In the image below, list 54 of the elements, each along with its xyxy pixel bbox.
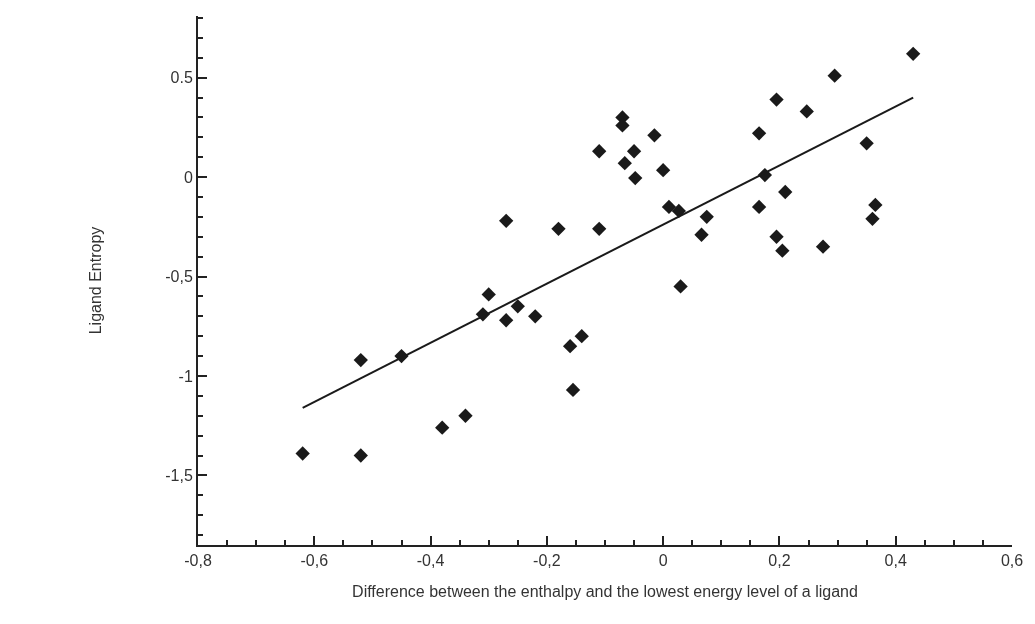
point bbox=[661, 199, 677, 215]
point bbox=[699, 209, 714, 225]
point bbox=[295, 446, 310, 461]
x-tick-label: -0,2 bbox=[533, 552, 561, 570]
x-axis-title: Difference between the enthalpy and the lowest energy level of a ligand bbox=[352, 583, 858, 601]
point bbox=[435, 420, 450, 435]
x-tick-label: 0,6 bbox=[1000, 552, 1024, 570]
point bbox=[673, 279, 688, 294]
point bbox=[815, 239, 831, 254]
point bbox=[751, 199, 767, 215]
y-tick-label: 0 bbox=[183, 168, 193, 186]
point bbox=[353, 448, 368, 463]
point bbox=[617, 156, 632, 171]
point bbox=[647, 128, 662, 143]
point bbox=[655, 162, 671, 178]
point bbox=[671, 203, 686, 219]
point bbox=[628, 170, 643, 186]
point bbox=[592, 221, 607, 236]
point bbox=[592, 144, 607, 159]
point bbox=[868, 197, 883, 213]
point bbox=[751, 126, 767, 141]
point bbox=[769, 92, 784, 107]
x-tick-label: 0,2 bbox=[768, 552, 791, 570]
point bbox=[775, 243, 790, 258]
point bbox=[499, 213, 514, 228]
point bbox=[353, 352, 368, 368]
y-tick-label: -1 bbox=[178, 367, 193, 385]
point bbox=[562, 338, 578, 354]
point bbox=[827, 68, 842, 83]
y-tick-label: -1,5 bbox=[165, 466, 193, 484]
point bbox=[865, 211, 880, 226]
point bbox=[458, 408, 473, 423]
x-tick-label: -0,8 bbox=[184, 552, 212, 570]
point bbox=[510, 299, 525, 314]
point bbox=[481, 287, 496, 302]
point bbox=[565, 382, 581, 398]
point bbox=[574, 329, 589, 344]
x-tick-label: -0,6 bbox=[300, 552, 329, 570]
point bbox=[551, 221, 566, 236]
point bbox=[778, 184, 793, 200]
x-tick-label: -0,4 bbox=[416, 552, 445, 570]
y-tick-label: 0.5 bbox=[170, 69, 193, 87]
y-axis-title: Ligand Entropy bbox=[86, 226, 104, 335]
point bbox=[799, 104, 814, 119]
x-tick-label: 0 bbox=[658, 552, 668, 570]
point bbox=[906, 46, 921, 61]
y-tick-label: -0,5 bbox=[165, 268, 193, 286]
point bbox=[499, 313, 514, 328]
point bbox=[528, 309, 543, 324]
point bbox=[694, 227, 709, 242]
point bbox=[859, 136, 874, 151]
point bbox=[626, 144, 642, 159]
point bbox=[769, 229, 784, 244]
x-tick-label: 0,4 bbox=[884, 552, 907, 570]
